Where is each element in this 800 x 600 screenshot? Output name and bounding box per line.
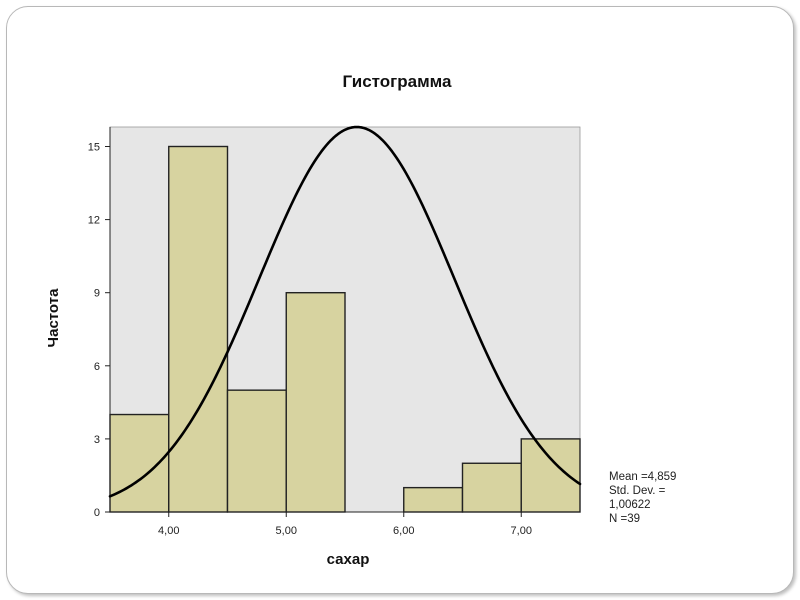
stats-legend: Mean =4,859 Std. Dev. = 1,00622 N =39 — [609, 471, 676, 525]
y-tick-label: 15 — [88, 141, 100, 153]
normal-curve — [108, 125, 582, 498]
y-tick-label: 6 — [94, 361, 100, 373]
stats-line: N =39 — [609, 513, 640, 525]
x-tick-label: 4,00 — [158, 525, 179, 537]
stats-line: Mean =4,859 — [609, 471, 676, 483]
y-axis-label: Частота — [45, 288, 62, 348]
histogram-bar-2 — [168, 145, 229, 513]
y-tick-label: 0 — [94, 507, 100, 519]
y-tick-label: 3 — [94, 434, 100, 446]
stats-line: 1,00622 — [609, 499, 651, 511]
x-tick-label: 5,00 — [276, 525, 297, 537]
chart-title: Гистограмма — [343, 72, 452, 91]
histogram-bar-8 — [520, 438, 581, 513]
y-tick-label: 12 — [88, 215, 100, 227]
histogram-bar-3 — [226, 389, 287, 513]
x-axis-label: сахар — [327, 551, 370, 568]
x-tick-label: 7,00 — [511, 525, 532, 537]
histogram-bar-6 — [403, 486, 464, 513]
y-tick-label: 9 — [94, 288, 100, 300]
histogram-bar-7 — [461, 462, 522, 513]
x-tick-label: 6,00 — [393, 525, 414, 537]
stats-line: Std. Dev. = — [609, 485, 666, 497]
histogram-bar-4 — [285, 291, 346, 513]
